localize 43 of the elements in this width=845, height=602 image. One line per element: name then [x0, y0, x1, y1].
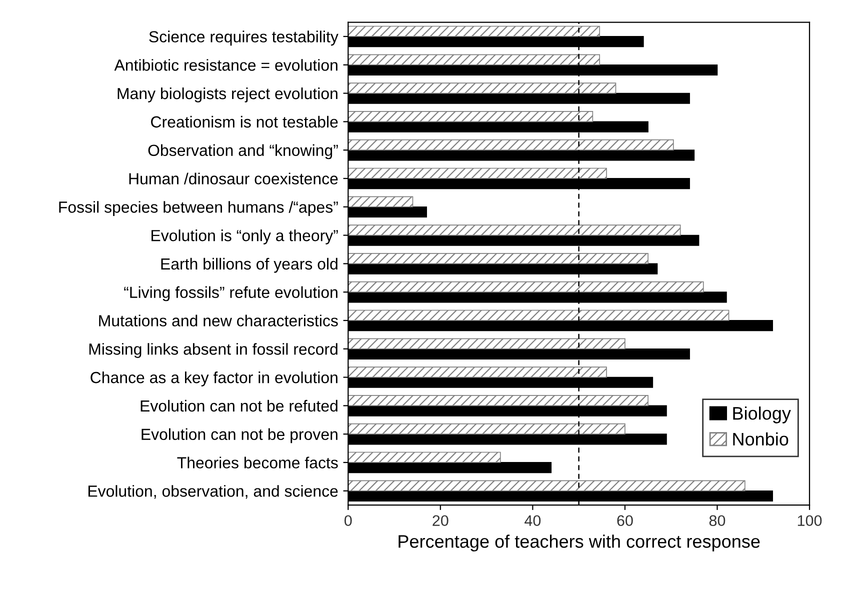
y-tick-label: Science requires testability: [149, 30, 338, 46]
x-axis-title: Percentage of teachers with correct response: [398, 534, 760, 552]
y-tick-label: Evolution is “only a theory”: [152, 229, 338, 244]
y-tick-label: Evolution can not be refuted: [140, 400, 338, 412]
y-tick-label: Fossil species between humans /“apes”: [59, 201, 338, 216]
y-tick-label: Human /dinosaur coexistence: [129, 172, 338, 184]
y-tick-label: Many biologists reject evolution: [118, 87, 338, 102]
bar: [348, 452, 501, 463]
legend-label: Nonbio: [733, 432, 788, 446]
y-tick-label: “Living fossils” refute evolution: [124, 286, 338, 302]
bar: [348, 168, 607, 179]
bar: [348, 480, 746, 492]
y-tick-label: Evolution, observation, and science: [88, 485, 338, 499]
y-tick-label: Chance as a key factor in evolution: [90, 371, 338, 386]
bar: [348, 310, 730, 321]
bar: [348, 139, 674, 150]
y-tick-label: Earth billions of years old: [161, 258, 338, 273]
bar: [348, 423, 626, 434]
y-tick-label: Observation and “knowing”: [148, 144, 338, 160]
y-tick-label: Missing links absent in fossil record: [89, 343, 338, 358]
y-tick-label: Antibiotic resistance = evolution: [114, 59, 338, 71]
bar: [348, 82, 616, 94]
x-tick-label: 80: [709, 515, 726, 526]
bar: [348, 253, 648, 264]
legend-label: Biology: [733, 406, 791, 424]
bar: [348, 395, 648, 406]
bar: [348, 196, 414, 208]
y-tick-label: Theories become facts: [177, 456, 338, 468]
bar: [348, 111, 594, 122]
x-tick-label: 0: [344, 515, 352, 526]
y-tick-label: Evolution can not be proven: [142, 428, 338, 444]
y-tick-label: Mutations and new characteristics: [99, 314, 338, 326]
bar: [348, 281, 704, 292]
x-tick-label: 40: [524, 515, 541, 526]
bar: [348, 26, 600, 37]
bar: [348, 366, 607, 378]
x-tick-label: 60: [617, 515, 633, 526]
x-tick-label: 100: [798, 515, 822, 526]
y-tick-label: Creationism is not testable: [151, 116, 338, 128]
x-tick-label: 20: [432, 515, 448, 526]
bar: [348, 54, 600, 66]
bar: [348, 224, 681, 236]
bar: [348, 338, 626, 350]
